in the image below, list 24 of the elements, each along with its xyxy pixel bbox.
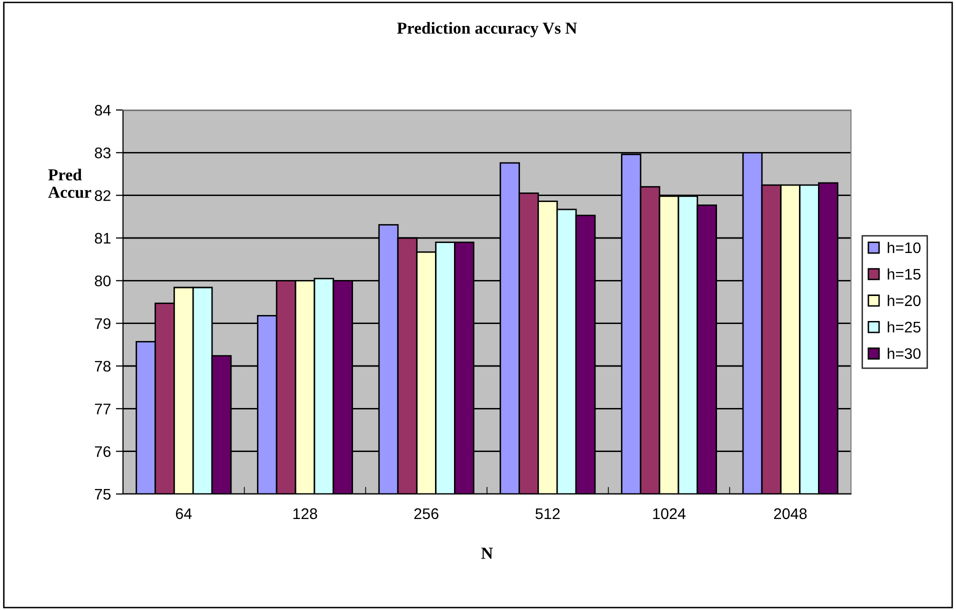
y-tick-label: 80: [94, 276, 111, 286]
legend-label: h=15: [888, 268, 920, 280]
x-tick-label: 512: [536, 508, 560, 520]
y-tick-label: 78: [94, 360, 111, 372]
legend-label: h=30: [888, 348, 921, 360]
x-axis-title: N: [481, 548, 493, 559]
x-tick-label: 256: [414, 508, 438, 520]
y-tick-label: 76: [94, 446, 111, 458]
x-tick-label: 128: [293, 508, 318, 520]
y-tick-label: 82: [94, 190, 110, 202]
y-tick-label: 81: [94, 232, 110, 244]
y-tick-label: 84: [94, 104, 111, 116]
y-tick-label: 79: [94, 318, 110, 330]
legend-label: h=20: [888, 294, 921, 306]
y-tick-label: 75: [94, 489, 111, 500]
x-tick-label: 1024: [653, 508, 686, 520]
y-tick-label: 83: [94, 148, 111, 158]
legend-label: h=10: [888, 242, 921, 254]
y-axis-title: Pred Accur: [48, 168, 92, 198]
x-tick-label: 2048: [774, 508, 807, 520]
x-tick-label: 64: [176, 508, 192, 520]
y-tick-label: 77: [94, 404, 110, 414]
chart-title: Prediction accuracy Vs N: [397, 22, 577, 38]
legend-label: h=25: [888, 321, 920, 333]
